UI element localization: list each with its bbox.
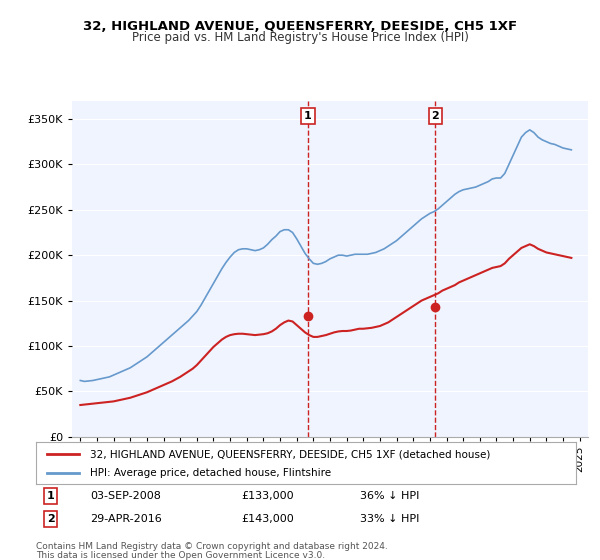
Text: 2: 2 [47,514,55,524]
Text: Price paid vs. HM Land Registry's House Price Index (HPI): Price paid vs. HM Land Registry's House … [131,31,469,44]
Text: 36% ↓ HPI: 36% ↓ HPI [360,491,419,501]
Text: 32, HIGHLAND AVENUE, QUEENSFERRY, DEESIDE, CH5 1XF (detached house): 32, HIGHLAND AVENUE, QUEENSFERRY, DEESID… [90,449,490,459]
Text: 33% ↓ HPI: 33% ↓ HPI [360,514,419,524]
Text: HPI: Average price, detached house, Flintshire: HPI: Average price, detached house, Flin… [90,468,331,478]
Text: £143,000: £143,000 [241,514,294,524]
Text: This data is licensed under the Open Government Licence v3.0.: This data is licensed under the Open Gov… [36,551,325,560]
Text: 29-APR-2016: 29-APR-2016 [90,514,162,524]
Text: 32, HIGHLAND AVENUE, QUEENSFERRY, DEESIDE, CH5 1XF: 32, HIGHLAND AVENUE, QUEENSFERRY, DEESID… [83,20,517,32]
Text: Contains HM Land Registry data © Crown copyright and database right 2024.: Contains HM Land Registry data © Crown c… [36,542,388,551]
Text: 1: 1 [47,491,55,501]
Text: 2: 2 [431,111,439,121]
Text: 1: 1 [304,111,312,121]
Text: £133,000: £133,000 [241,491,294,501]
Text: 03-SEP-2008: 03-SEP-2008 [90,491,161,501]
